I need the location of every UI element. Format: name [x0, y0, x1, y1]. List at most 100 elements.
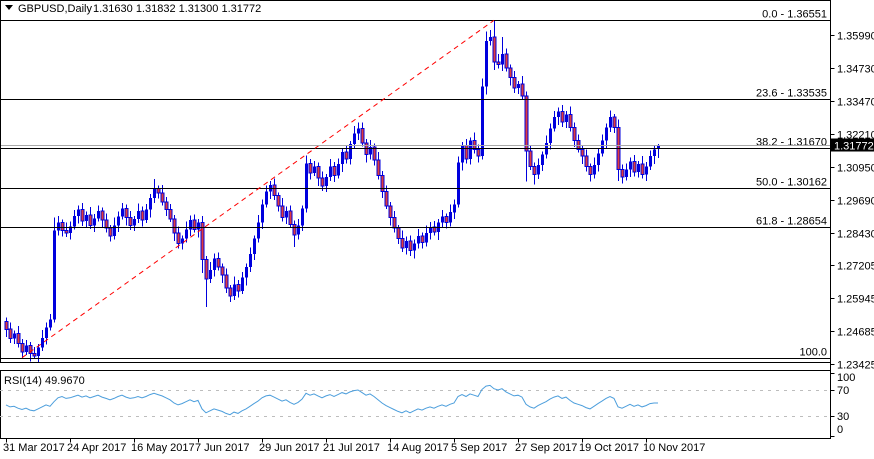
candle-bull — [77, 209, 80, 216]
candle-bear — [224, 274, 229, 289]
candle-bull — [597, 153, 600, 166]
time-axis-label: 24 Apr 2017 — [67, 442, 126, 454]
candle-bear — [160, 192, 165, 203]
candle-bull — [121, 208, 124, 217]
candle-bull — [241, 277, 244, 291]
candle-bear — [16, 333, 21, 345]
candle-bull — [637, 164, 640, 172]
candle-bear — [524, 95, 529, 152]
candle-bear — [204, 258, 209, 280]
candle-bull — [137, 211, 140, 220]
candle-bull — [209, 269, 212, 280]
candle-bear — [320, 177, 325, 187]
fib-retracement: 0.0 - 1.3655123.6 - 1.3353538.2 - 1.3167… — [0, 9, 830, 359]
candle-bull — [645, 166, 648, 175]
rsi-scale-label: 100 — [837, 372, 855, 384]
candle-bull — [97, 211, 100, 219]
candle-bear — [164, 201, 169, 211]
candle-bear — [32, 353, 37, 357]
candle-bull — [605, 127, 608, 141]
candle-bull — [353, 133, 356, 145]
candle-bear — [192, 219, 197, 231]
candle-bull — [213, 258, 216, 270]
candle-bull — [601, 140, 604, 154]
price-axis-label: 1.35990 — [837, 31, 874, 43]
candle-bear — [216, 257, 221, 268]
price-axis-label: 1.23425 — [837, 360, 874, 372]
price-axis-label: 1.33470 — [837, 97, 874, 109]
candle-bull — [565, 114, 568, 123]
candle-bull — [417, 235, 420, 244]
time-axis-label: 21 Jul 2017 — [323, 442, 380, 454]
candle-bear — [360, 128, 365, 144]
candle-bull — [337, 164, 340, 176]
price-axis-label: 1.24685 — [837, 327, 874, 339]
candle-bull — [313, 166, 316, 173]
candle-bear — [88, 214, 93, 226]
time-axis-label: 7 Jun 2017 — [195, 442, 249, 454]
rsi-plot-area[interactable] — [0, 370, 830, 438]
price-axis[interactable] — [831, 0, 874, 438]
candle-bull — [93, 218, 96, 226]
candle-bear — [576, 140, 581, 150]
time-axis-label: 27 Sep 2017 — [515, 442, 577, 454]
chart-plot-area[interactable] — [0, 0, 830, 362]
time-axis[interactable] — [0, 438, 830, 459]
candle-bull — [461, 145, 464, 163]
candle-bull — [629, 161, 632, 170]
candle-bull — [489, 36, 492, 41]
price-axis-scale: 1.359901.347301.334701.322101.309501.296… — [830, 31, 874, 372]
candle-bear — [512, 77, 517, 89]
candle-bull — [469, 140, 472, 159]
time-axis-label: 5 Sep 2017 — [451, 442, 507, 454]
candle-bear — [640, 163, 645, 176]
candle-bear — [308, 163, 313, 174]
candle-bear — [432, 226, 437, 233]
rsi-line — [5, 384, 658, 416]
candle-bear — [584, 155, 589, 168]
candle-bull — [425, 233, 428, 243]
price-axis-label: 1.30950 — [837, 163, 874, 175]
candle-bear — [588, 166, 593, 176]
rsi-indicator: 10070 300 — [0, 372, 855, 437]
fib-level-label: 23.6 - 1.33535 — [756, 88, 827, 100]
candle-bull — [593, 165, 596, 175]
price-axis-label: 1.25945 — [837, 294, 874, 306]
candle-bull — [657, 145, 660, 150]
chart-dropdown-icon[interactable] — [5, 5, 13, 10]
candle-bull — [557, 111, 560, 117]
candle-bull — [145, 209, 148, 221]
candle-bear — [128, 217, 133, 226]
window-splitter[interactable] — [0, 362, 830, 370]
price-axis-label: 1.29690 — [837, 196, 874, 208]
candle-bear — [272, 184, 277, 196]
candle-bull — [653, 149, 656, 157]
candle-bear — [408, 240, 413, 251]
candle-bear — [400, 237, 405, 249]
candle-bull — [181, 238, 184, 244]
fib-trendline[interactable] — [21, 19, 495, 359]
candle-bear — [172, 218, 177, 234]
chart-ohlc-values: 1.31630 1.31832 1.31300 1.31772 — [93, 3, 261, 15]
candle-bull — [113, 225, 116, 236]
candle-bull — [325, 177, 328, 186]
candle-bull — [25, 345, 28, 352]
candle-bear — [64, 230, 69, 234]
candle-bear — [572, 126, 577, 142]
candle-bear — [276, 195, 281, 207]
fib-level-label: 100.0 — [799, 347, 827, 359]
candle-bull — [449, 212, 452, 223]
candle-bear — [140, 210, 145, 221]
candle-bull — [133, 219, 136, 226]
candle-bull — [285, 211, 288, 218]
candle-bear — [492, 36, 497, 63]
candle-bear — [60, 222, 65, 232]
time-axis-label: 16 May 2017 — [131, 442, 195, 454]
candle-bull — [357, 128, 360, 134]
candle-bull — [553, 116, 556, 129]
candle-bear — [472, 140, 477, 150]
candle-bull — [537, 165, 540, 175]
candle-bear — [4, 320, 9, 330]
candle-bull — [369, 146, 372, 155]
